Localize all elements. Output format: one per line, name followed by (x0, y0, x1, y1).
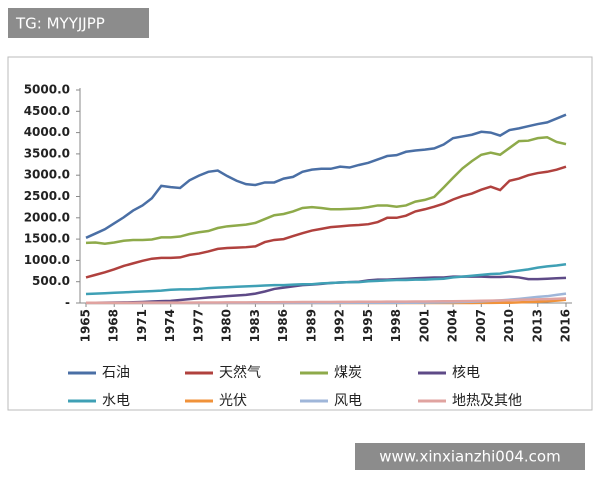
x-tick-label: 1971 (135, 309, 149, 342)
y-tick-label: 2000.0 (24, 210, 70, 224)
x-tick-label: 1995 (361, 309, 375, 342)
banner-box (8, 8, 149, 38)
legend-label: 核电 (452, 365, 480, 381)
legend-label: 风电 (334, 393, 362, 409)
watermark-box (355, 443, 585, 470)
line-series (85, 136, 567, 246)
x-tick-label: 1998 (389, 309, 403, 342)
line-series (85, 165, 567, 279)
x-tick-label: 2010 (502, 309, 516, 342)
legend-label: 煤炭 (334, 365, 362, 381)
x-tick-label: 1965 (79, 309, 93, 342)
x-tick-label: 1989 (304, 309, 318, 342)
line-series (85, 262, 567, 296)
y-tick-label: 1500.0 (24, 232, 70, 246)
x-tick-label: 2016 (559, 309, 573, 342)
y-tick-label: - (65, 296, 70, 310)
line-series (86, 297, 567, 305)
y-tick-label: 4500.0 (24, 104, 70, 118)
legend-label: 光伏 (219, 393, 247, 409)
legend-label: 石油 (102, 365, 130, 381)
x-tick-label: 1980 (220, 309, 234, 342)
legend-label: 水电 (102, 393, 130, 409)
line-series (85, 113, 567, 239)
y-tick-label: 4000.0 (24, 125, 70, 139)
y-tick-label: 1000.0 (24, 253, 70, 267)
y-tick-label: 3000.0 (24, 168, 70, 182)
y-tick-label: 5000.0 (24, 83, 70, 97)
x-tick-label: 1986 (276, 309, 290, 342)
x-tick-label: 1974 (163, 309, 177, 342)
x-tick-label: 1977 (191, 309, 205, 342)
watermark: www.xinxianzhi004.com (379, 448, 560, 466)
x-tick-label: 2007 (474, 309, 488, 342)
legend-label: 地热及其他 (452, 393, 522, 409)
y-tick-label: 3500.0 (24, 146, 70, 160)
y-tick-label: 500.0 (32, 274, 70, 288)
x-tick-label: 2001 (417, 309, 431, 342)
banner: TG: MYYJJPP (15, 15, 105, 33)
x-tick-label: 2004 (446, 309, 460, 342)
x-tick-label: 1983 (248, 309, 262, 342)
x-tick-label: 1968 (107, 309, 121, 342)
y-tick-label: 2500.0 (24, 189, 70, 203)
x-tick-label: 2013 (530, 309, 544, 342)
x-tick-label: 1992 (333, 309, 347, 342)
legend-label: 天然气 (219, 364, 261, 381)
